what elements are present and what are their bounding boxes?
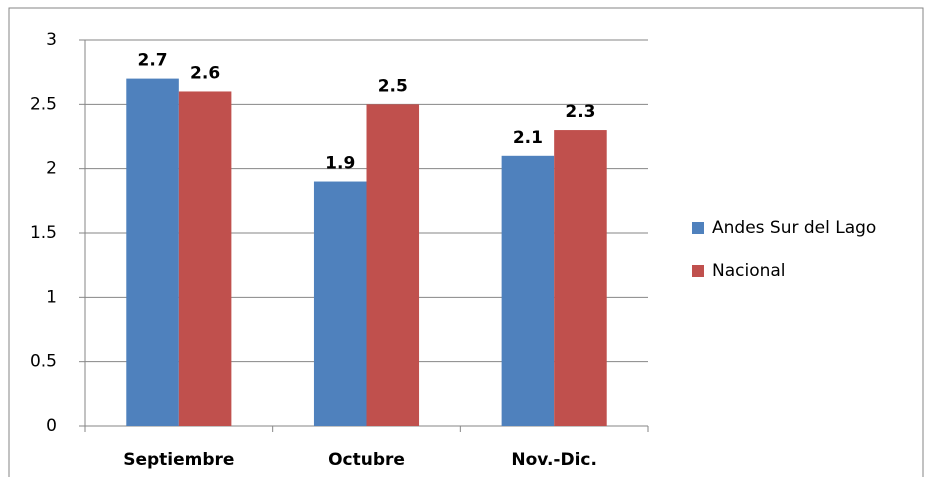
legend-swatch (692, 265, 704, 277)
value-label: 2.5 (378, 76, 408, 96)
y-tick-label: 1.5 (30, 223, 57, 243)
y-tick-label: 2.5 (30, 94, 57, 114)
bar (126, 78, 179, 426)
bar (178, 91, 232, 426)
value-label: 1.9 (325, 154, 355, 174)
legend-label: Andes Sur del Lago (712, 218, 876, 238)
x-tick-label: Septiembre (123, 450, 234, 470)
value-label: 2.6 (190, 63, 220, 83)
y-tick-label: 3 (46, 30, 57, 50)
y-tick-label: 0.5 (30, 352, 57, 372)
x-tick-label: Octubre (328, 450, 405, 470)
y-tick-label: 0 (46, 416, 57, 436)
legend-label: Nacional (712, 261, 786, 281)
bar (366, 104, 420, 426)
value-label: 2.7 (137, 51, 167, 71)
bar (501, 155, 555, 427)
legend-swatch (692, 222, 704, 234)
y-tick-label: 1 (46, 287, 57, 307)
x-tick-label: Nov.-Dic. (511, 450, 597, 470)
bar (313, 181, 367, 426)
bar (554, 130, 607, 427)
y-tick-label: 2 (46, 159, 57, 179)
value-label: 2.1 (513, 128, 543, 148)
value-label: 2.3 (565, 102, 595, 122)
